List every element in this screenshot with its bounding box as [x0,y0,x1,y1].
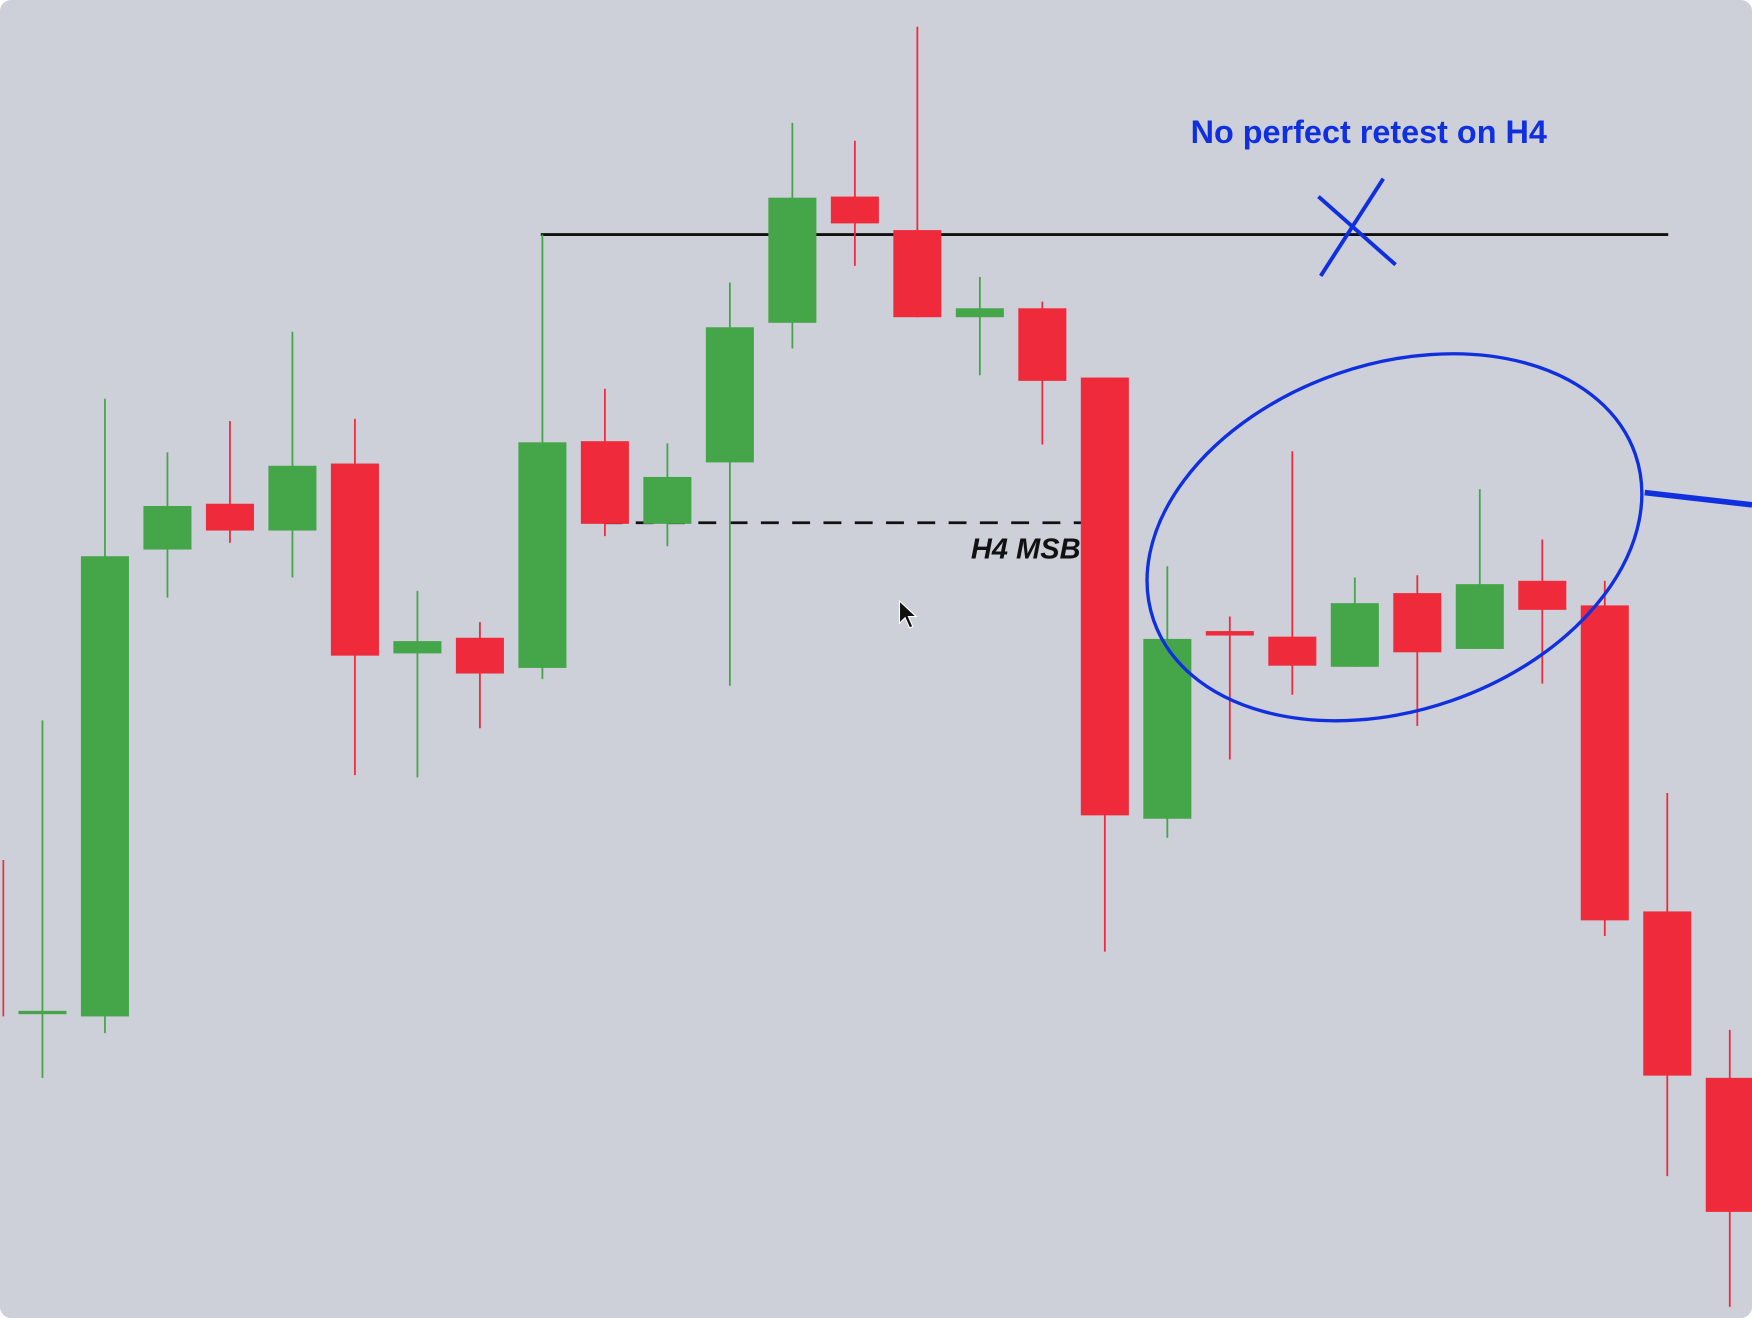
candle-body [268,465,317,531]
candle-body [1518,580,1567,610]
candle-body [1580,605,1629,921]
candle-body [1268,636,1317,666]
candle-body [330,463,379,656]
candle-body [643,476,692,524]
candle-body [18,1010,67,1015]
candle-body [893,230,942,318]
mouse-cursor [898,599,918,629]
levels [540,233,1669,525]
candle-body [1705,1077,1752,1212]
candle-body [580,441,629,524]
annotation: H4 MSB [971,533,1081,565]
candle-body [1393,593,1442,653]
pointer-line [1644,489,1752,508]
candle-body [705,327,754,463]
candle-body [518,442,567,668]
candle-body [1205,631,1254,636]
cross-mark [1319,177,1385,277]
candle-body [1018,308,1067,381]
candle-body [830,196,879,224]
annotation: No perfect retest on H4 [1191,114,1547,150]
candle-body [1643,911,1692,1076]
highlight-ellipse [1145,352,1644,723]
candle-body [768,197,817,323]
candle-body [80,556,129,1017]
candle-body [1080,377,1129,816]
candle-body [955,308,1004,318]
cross-mark [1317,195,1397,267]
candle-body [393,641,442,654]
candle-body [1330,603,1379,667]
candle-body [143,505,192,550]
candle-body [205,503,254,531]
candle-body [455,637,504,674]
candles [18,26,1752,1307]
candle-body [1455,584,1504,649]
